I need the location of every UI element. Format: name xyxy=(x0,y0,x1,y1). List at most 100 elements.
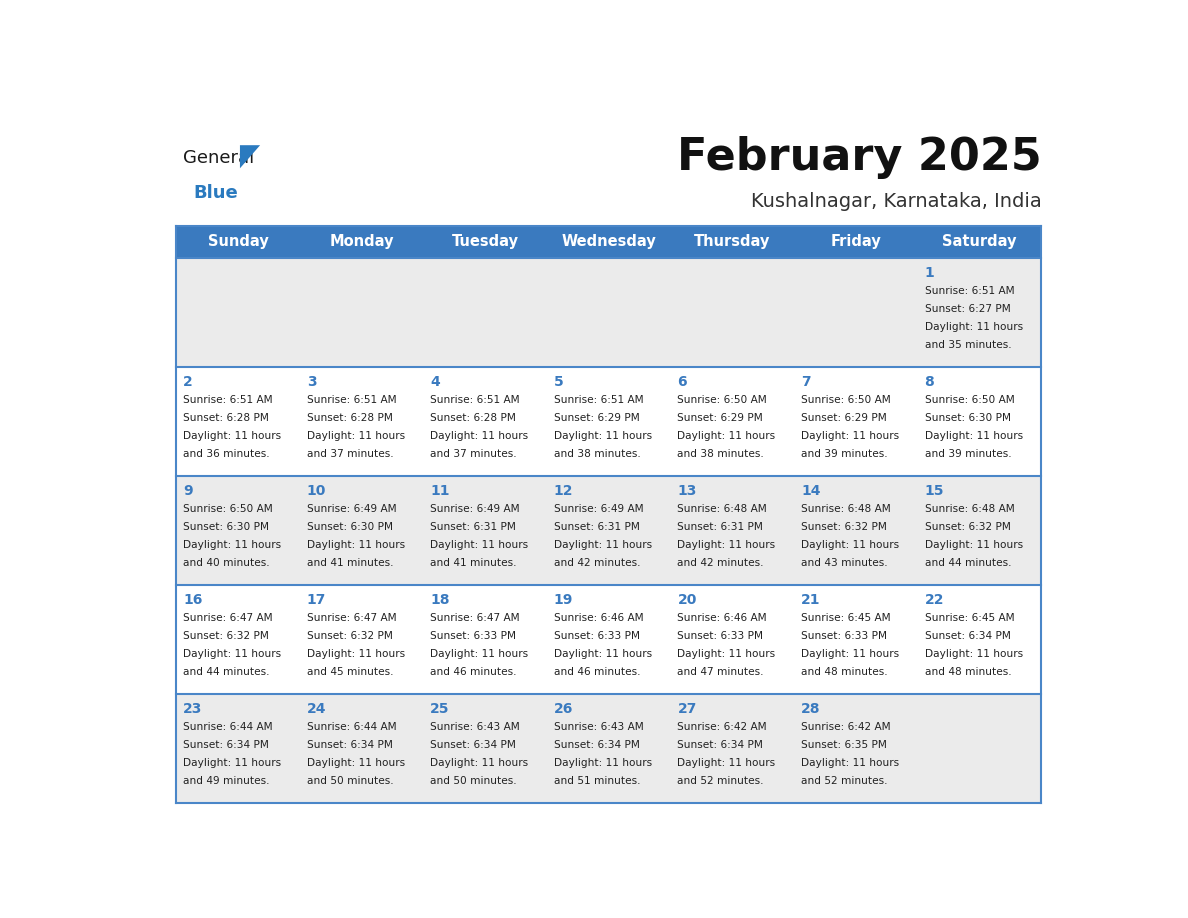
Text: and 39 minutes.: and 39 minutes. xyxy=(801,449,887,459)
Text: Sunset: 6:35 PM: Sunset: 6:35 PM xyxy=(801,741,887,751)
Text: Sunrise: 6:50 AM: Sunrise: 6:50 AM xyxy=(801,396,891,406)
Text: General: General xyxy=(183,149,254,167)
Text: and 43 minutes.: and 43 minutes. xyxy=(801,558,887,568)
Text: and 35 minutes.: and 35 minutes. xyxy=(924,341,1011,351)
Text: Sunset: 6:28 PM: Sunset: 6:28 PM xyxy=(430,413,516,423)
Text: Daylight: 11 hours: Daylight: 11 hours xyxy=(801,649,899,659)
Text: and 38 minutes.: and 38 minutes. xyxy=(677,449,764,459)
Text: Daylight: 11 hours: Daylight: 11 hours xyxy=(430,541,529,551)
Text: 18: 18 xyxy=(430,593,450,607)
Text: Sunrise: 6:50 AM: Sunrise: 6:50 AM xyxy=(924,396,1015,406)
Text: Sunrise: 6:45 AM: Sunrise: 6:45 AM xyxy=(801,613,891,623)
Text: Sunrise: 6:46 AM: Sunrise: 6:46 AM xyxy=(677,613,767,623)
Text: Daylight: 11 hours: Daylight: 11 hours xyxy=(924,322,1023,332)
Text: Daylight: 11 hours: Daylight: 11 hours xyxy=(430,758,529,768)
Text: 17: 17 xyxy=(307,593,327,607)
Text: 8: 8 xyxy=(924,375,934,388)
Text: Sunset: 6:28 PM: Sunset: 6:28 PM xyxy=(307,413,392,423)
Text: Saturday: Saturday xyxy=(942,234,1017,250)
Text: Daylight: 11 hours: Daylight: 11 hours xyxy=(307,431,405,442)
Text: Sunset: 6:31 PM: Sunset: 6:31 PM xyxy=(430,522,516,532)
Text: Daylight: 11 hours: Daylight: 11 hours xyxy=(183,541,282,551)
Text: February 2025: February 2025 xyxy=(676,137,1042,179)
Text: and 42 minutes.: and 42 minutes. xyxy=(554,558,640,568)
Text: and 42 minutes.: and 42 minutes. xyxy=(677,558,764,568)
Text: 10: 10 xyxy=(307,484,327,498)
Text: and 36 minutes.: and 36 minutes. xyxy=(183,449,270,459)
Text: 9: 9 xyxy=(183,484,192,498)
Text: Daylight: 11 hours: Daylight: 11 hours xyxy=(924,541,1023,551)
Text: and 46 minutes.: and 46 minutes. xyxy=(430,667,517,677)
Text: and 46 minutes.: and 46 minutes. xyxy=(554,667,640,677)
Text: and 50 minutes.: and 50 minutes. xyxy=(307,777,393,787)
Bar xyxy=(176,258,1042,367)
Text: 14: 14 xyxy=(801,484,821,498)
Text: Sunset: 6:33 PM: Sunset: 6:33 PM xyxy=(801,632,887,642)
Text: 6: 6 xyxy=(677,375,687,388)
Text: and 38 minutes.: and 38 minutes. xyxy=(554,449,640,459)
Text: and 37 minutes.: and 37 minutes. xyxy=(307,449,393,459)
Text: Kushalnagar, Karnataka, India: Kushalnagar, Karnataka, India xyxy=(751,192,1042,210)
Text: Daylight: 11 hours: Daylight: 11 hours xyxy=(307,649,405,659)
Text: Sunset: 6:32 PM: Sunset: 6:32 PM xyxy=(183,632,268,642)
Text: Sunrise: 6:51 AM: Sunrise: 6:51 AM xyxy=(430,396,520,406)
Bar xyxy=(176,694,1042,803)
Text: Daylight: 11 hours: Daylight: 11 hours xyxy=(307,541,405,551)
Text: Daylight: 11 hours: Daylight: 11 hours xyxy=(801,431,899,442)
Text: Sunrise: 6:49 AM: Sunrise: 6:49 AM xyxy=(307,504,397,514)
Text: Sunset: 6:28 PM: Sunset: 6:28 PM xyxy=(183,413,268,423)
Text: Sunrise: 6:51 AM: Sunrise: 6:51 AM xyxy=(924,286,1015,297)
Text: Sunrise: 6:45 AM: Sunrise: 6:45 AM xyxy=(924,613,1015,623)
Text: Daylight: 11 hours: Daylight: 11 hours xyxy=(554,758,652,768)
Text: Sunrise: 6:43 AM: Sunrise: 6:43 AM xyxy=(430,722,520,733)
Text: and 39 minutes.: and 39 minutes. xyxy=(924,449,1011,459)
Text: Daylight: 11 hours: Daylight: 11 hours xyxy=(430,431,529,442)
Text: Sunrise: 6:42 AM: Sunrise: 6:42 AM xyxy=(801,722,891,733)
Text: Daylight: 11 hours: Daylight: 11 hours xyxy=(554,541,652,551)
Text: Sunset: 6:34 PM: Sunset: 6:34 PM xyxy=(554,741,640,751)
Text: Wednesday: Wednesday xyxy=(562,234,656,250)
Text: 19: 19 xyxy=(554,593,574,607)
Text: 12: 12 xyxy=(554,484,574,498)
Text: 20: 20 xyxy=(677,593,697,607)
Text: Daylight: 11 hours: Daylight: 11 hours xyxy=(677,758,776,768)
Text: Sunrise: 6:48 AM: Sunrise: 6:48 AM xyxy=(801,504,891,514)
Text: Sunset: 6:32 PM: Sunset: 6:32 PM xyxy=(801,522,887,532)
Text: 11: 11 xyxy=(430,484,450,498)
Text: Daylight: 11 hours: Daylight: 11 hours xyxy=(183,649,282,659)
Text: and 44 minutes.: and 44 minutes. xyxy=(924,558,1011,568)
Text: 28: 28 xyxy=(801,701,821,716)
Text: Sunrise: 6:46 AM: Sunrise: 6:46 AM xyxy=(554,613,644,623)
Text: 3: 3 xyxy=(307,375,316,388)
Text: Sunset: 6:34 PM: Sunset: 6:34 PM xyxy=(183,741,268,751)
Text: Friday: Friday xyxy=(830,234,881,250)
Text: Blue: Blue xyxy=(194,185,239,202)
Text: 24: 24 xyxy=(307,701,327,716)
Text: Daylight: 11 hours: Daylight: 11 hours xyxy=(183,431,282,442)
Text: Sunrise: 6:51 AM: Sunrise: 6:51 AM xyxy=(307,396,397,406)
Text: Sunrise: 6:49 AM: Sunrise: 6:49 AM xyxy=(430,504,520,514)
Text: Sunset: 6:34 PM: Sunset: 6:34 PM xyxy=(430,741,516,751)
Text: Sunrise: 6:44 AM: Sunrise: 6:44 AM xyxy=(307,722,397,733)
Text: Sunset: 6:33 PM: Sunset: 6:33 PM xyxy=(677,632,764,642)
Text: Daylight: 11 hours: Daylight: 11 hours xyxy=(677,431,776,442)
Text: Sunset: 6:31 PM: Sunset: 6:31 PM xyxy=(677,522,764,532)
Text: Sunset: 6:32 PM: Sunset: 6:32 PM xyxy=(924,522,1011,532)
Text: and 49 minutes.: and 49 minutes. xyxy=(183,777,270,787)
Text: 25: 25 xyxy=(430,701,450,716)
Text: Daylight: 11 hours: Daylight: 11 hours xyxy=(677,541,776,551)
Text: Sunset: 6:33 PM: Sunset: 6:33 PM xyxy=(430,632,517,642)
Text: and 50 minutes.: and 50 minutes. xyxy=(430,777,517,787)
Text: Sunrise: 6:51 AM: Sunrise: 6:51 AM xyxy=(554,396,644,406)
Text: Sunrise: 6:43 AM: Sunrise: 6:43 AM xyxy=(554,722,644,733)
Text: Daylight: 11 hours: Daylight: 11 hours xyxy=(554,649,652,659)
Text: Sunset: 6:30 PM: Sunset: 6:30 PM xyxy=(307,522,393,532)
Text: Sunset: 6:29 PM: Sunset: 6:29 PM xyxy=(677,413,763,423)
Text: Sunrise: 6:51 AM: Sunrise: 6:51 AM xyxy=(183,396,273,406)
Text: Daylight: 11 hours: Daylight: 11 hours xyxy=(801,758,899,768)
Text: Tuesday: Tuesday xyxy=(451,234,519,250)
Text: 1: 1 xyxy=(924,265,934,280)
Text: Sunset: 6:34 PM: Sunset: 6:34 PM xyxy=(677,741,764,751)
Text: Sunset: 6:29 PM: Sunset: 6:29 PM xyxy=(554,413,639,423)
Text: Sunrise: 6:49 AM: Sunrise: 6:49 AM xyxy=(554,504,644,514)
